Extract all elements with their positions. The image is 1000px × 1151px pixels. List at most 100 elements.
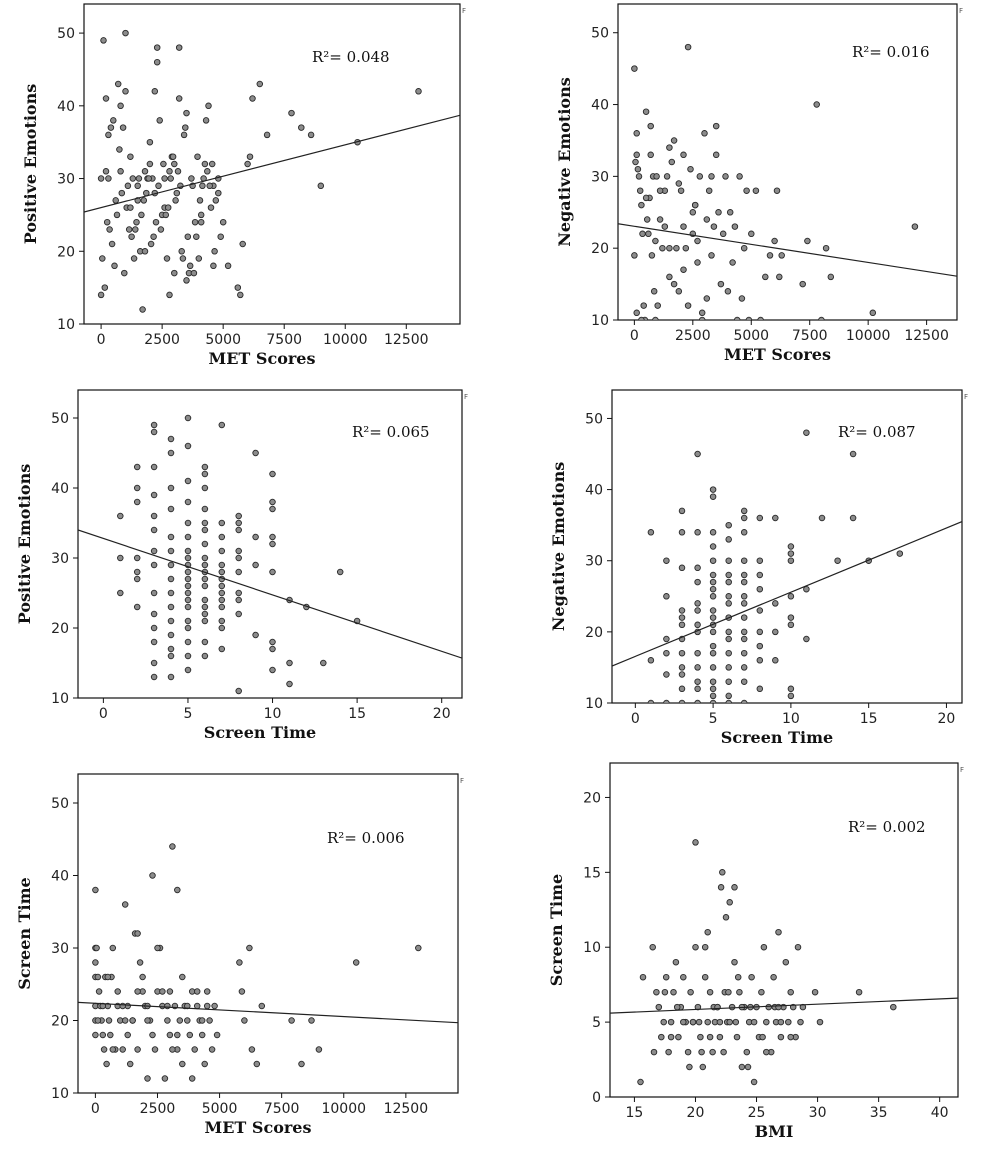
data-point (114, 80, 122, 88)
data-point (663, 649, 670, 657)
data-point (787, 685, 795, 693)
data-point (670, 280, 678, 288)
data-point (722, 173, 729, 180)
data-point (205, 102, 212, 110)
data-point (667, 1018, 675, 1026)
data-point (252, 533, 259, 541)
x-tick-label: 10000 (321, 1101, 366, 1117)
data-point (174, 1031, 181, 1039)
data-point (684, 302, 692, 309)
data-point (167, 589, 175, 597)
data-point (660, 1018, 667, 1026)
y-tick-label: 40 (57, 99, 75, 115)
data-point (715, 209, 722, 216)
data-point (112, 197, 119, 204)
data-point (709, 529, 717, 536)
data-points (647, 429, 904, 703)
data-point (661, 223, 669, 230)
data-point (787, 988, 794, 996)
data-point (133, 484, 141, 492)
data-point (93, 944, 100, 952)
data-point (678, 664, 686, 671)
data-points (117, 414, 361, 695)
data-point (141, 168, 149, 175)
x-tick-label: 10000 (323, 332, 368, 348)
data-point (138, 211, 145, 219)
data-point (184, 442, 192, 450)
plot-frame (609, 762, 959, 1098)
data-point (633, 309, 640, 317)
data-point (288, 1017, 295, 1024)
data-point (149, 872, 156, 879)
data-point (772, 600, 779, 607)
data-point (167, 449, 175, 457)
data-point (186, 1031, 194, 1039)
x-tick-label: 25 (748, 1105, 766, 1121)
data-point (167, 645, 175, 653)
data-point (134, 988, 141, 995)
data-point (117, 102, 124, 110)
data-point (150, 624, 158, 632)
data-point (709, 664, 717, 671)
data-point (320, 659, 327, 667)
data-point (201, 638, 209, 646)
data-point (776, 273, 783, 281)
data-point (99, 1031, 107, 1039)
data-point (298, 124, 305, 131)
data-point (197, 211, 205, 219)
y-tick-label: 15 (583, 865, 601, 881)
data-point (678, 507, 686, 515)
data-point (709, 628, 717, 636)
data-point (731, 884, 738, 891)
data-point (134, 182, 141, 190)
data-point (704, 1018, 711, 1026)
data-point (198, 1017, 206, 1024)
data-point (117, 168, 124, 175)
data-point (698, 309, 706, 317)
data-point (724, 288, 732, 295)
data-point (167, 175, 174, 182)
data-point (144, 1017, 151, 1024)
data-point (184, 498, 192, 506)
data-point (717, 884, 725, 891)
data-point (119, 1046, 126, 1053)
data-point (102, 168, 110, 175)
y-tick-label: 10 (591, 313, 609, 329)
data-point (92, 1031, 99, 1039)
data-point (174, 168, 182, 175)
data-point (202, 117, 210, 124)
data-point (712, 151, 720, 159)
data-point (218, 533, 226, 541)
data-point (890, 1003, 897, 1011)
data-point (709, 593, 717, 600)
data-point (150, 638, 158, 646)
data-point (698, 1048, 705, 1056)
data-point (184, 519, 192, 527)
data-point (766, 252, 774, 259)
data-point (145, 175, 152, 182)
data-point (631, 65, 638, 72)
data-point (127, 153, 134, 160)
data-point (253, 1060, 261, 1068)
data-point (239, 240, 246, 248)
data-point (661, 988, 669, 996)
data-point (694, 529, 701, 536)
data-point (246, 944, 253, 952)
data-point (656, 187, 664, 194)
y-axis-title: Negative Emotions (549, 462, 568, 631)
data-point (173, 189, 181, 197)
data-point (689, 209, 697, 216)
data-point (167, 631, 175, 639)
data-point (415, 88, 422, 95)
data-point (286, 680, 293, 688)
data-point (133, 568, 141, 576)
data-point (182, 124, 189, 131)
data-point (114, 988, 121, 995)
scatter-panel-bmi-screen: 15 20 25 30 35 40 0 5 10 15 20 BMI Screen Time F R²= 0… (547, 762, 964, 1141)
y-axis-title: Negative Emotions (555, 77, 574, 246)
data-point (726, 209, 734, 216)
data-point (787, 614, 795, 621)
data-point (140, 197, 148, 204)
data-point (654, 302, 661, 309)
